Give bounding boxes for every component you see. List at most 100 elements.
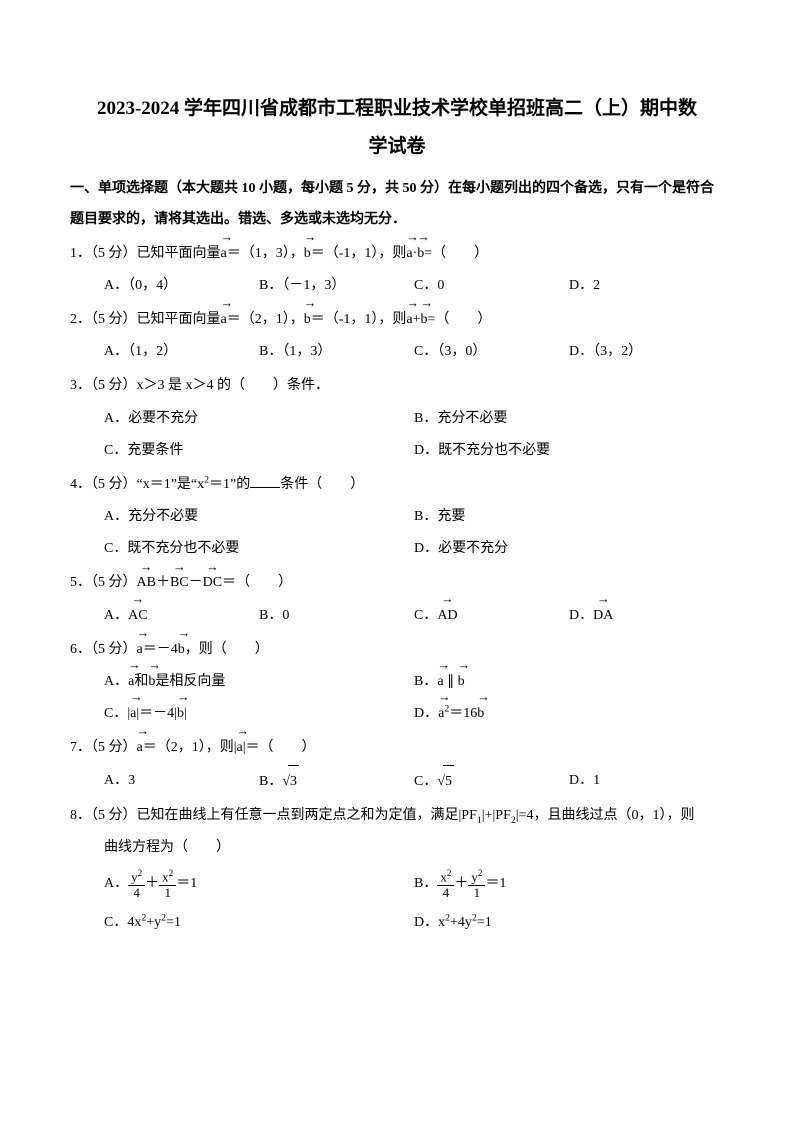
q8-cm: +y — [146, 915, 161, 930]
q8-aeq: ＝1 — [176, 876, 197, 891]
q6-aa: a — [128, 674, 134, 689]
q8-c1: C．4x — [104, 915, 141, 930]
question-3: 3．（5 分）x＞3 是 x＞4 的（ ）条件． A．必要不充分 B．充分不必要… — [70, 370, 724, 467]
q8-al: A． — [104, 876, 128, 891]
section-1-header: 一、单项选择题（本大题共 10 小题，每小题 5 分，共 50 分）在每小题列出… — [70, 174, 724, 236]
q6-da: a — [438, 706, 444, 721]
q1-bval: ＝（-1，1），则 — [311, 246, 407, 261]
vector-b2-icon: →b — [417, 238, 424, 270]
q2-stem: 2．（5 分）已知平面向量→a＝（2，1），→b＝（-1，1），则→a+→b=（… — [70, 304, 724, 336]
q4-score: （5 分） — [91, 477, 137, 492]
q3-opt-b: B．充分不必要 — [414, 403, 724, 435]
q1-opt-b: B．（－1，3） — [259, 270, 414, 302]
fraction-icon: x21 — [159, 868, 176, 900]
q8-dm: +4y — [450, 915, 472, 930]
q1-a: a — [221, 246, 227, 261]
question-4: 4．（5 分）“x＝1”是“x2＝1”的条件（ ） A．充分不必要 B．充要 C… — [70, 469, 724, 566]
question-6: 6．（5 分）→a＝－4→b，则（ ） A．→a和→b是相反向量 B．→a ∥ … — [70, 634, 724, 731]
q2-t1: 已知平面向量 — [137, 312, 221, 327]
q5-opt-d: D．→DA — [569, 600, 724, 632]
vector-b-icon: →b — [148, 666, 155, 698]
q2-opt-a: A．（1，2） — [104, 336, 259, 368]
q2-b: b — [304, 312, 311, 327]
q7-bl: B． — [259, 774, 282, 789]
q8-ae2: 2 — [169, 868, 174, 878]
q6-opt-b: B．→a ∥ →b — [414, 666, 724, 698]
q6-opt-d: D．→a2＝16→b — [414, 698, 724, 730]
q8-t1: 已知在曲线上有任意一点到两定点之和为定值，满足|PF — [137, 808, 477, 823]
q1-score: （5 分） — [91, 246, 137, 261]
vector-a-icon: →a — [137, 732, 143, 764]
vector-ad-icon: →AD — [437, 600, 457, 632]
q5-dc: DC — [203, 575, 222, 590]
q3-text: x＞3 是 x＞4 的（ ）条件． — [137, 378, 330, 393]
fraction-icon: x24 — [437, 868, 454, 900]
q8-bd1: 4 — [437, 886, 454, 900]
exam-page: 2023-2024 学年四川省成都市工程职业技术学校单招班高二（上）期中数 学试… — [0, 0, 794, 1123]
q2-num: 2． — [70, 312, 91, 327]
q8-t2: |=4，且曲线过点（0，1），则 — [516, 808, 695, 823]
q8-ceq: =1 — [166, 915, 181, 930]
q7-cv: 5 — [443, 765, 454, 798]
q6-num: 6． — [70, 642, 91, 657]
q1-eq: =（ ） — [424, 246, 488, 261]
q5-eq: ＝（ ） — [222, 575, 292, 590]
q6-opt-a: A．→a和→b是相反向量 — [104, 666, 414, 698]
q8-opt-c: C．4x2+y2=1 — [104, 903, 414, 942]
q4-b: ＝1”的 — [209, 477, 250, 492]
q2-plus: + — [413, 312, 421, 327]
q3-options: A．必要不充分 B．充分不必要 C．充要条件 D．既不充分也不必要 — [70, 403, 724, 467]
q5-stem: 5．（5 分）→AB＋→BC－→DC＝（ ） — [70, 567, 724, 599]
q8-ad1: 4 — [128, 886, 145, 900]
question-1: 1．（5 分）已知平面向量→a＝（1，3），→b＝（-1，1），则→a·→b=（… — [70, 238, 724, 302]
q4-c: 条件（ ） — [280, 477, 364, 492]
q6-cl: C．| — [104, 706, 130, 721]
q3-num: 3． — [70, 378, 91, 393]
q6-ca: a — [130, 706, 136, 721]
q1-stem: 1．（5 分）已知平面向量→a＝（1，3），→b＝（-1，1），则→a·→b=（… — [70, 238, 724, 270]
q7-stem: 7．（5 分）→a＝（2，1），则|→a|＝（ ） — [70, 732, 724, 764]
q8-score: （5 分） — [91, 808, 137, 823]
q7-a: a — [137, 740, 143, 755]
q6-cm: |＝－4| — [136, 706, 177, 721]
q5-al: A． — [104, 608, 128, 623]
q3-opt-d: D．既不充分也不必要 — [414, 435, 724, 467]
q7-opt-b: B．√3 — [259, 765, 414, 798]
q8-bp: ＋ — [454, 876, 468, 891]
question-2: 2．（5 分）已知平面向量→a＝（2，1），→b＝（-1，1），则→a+→b=（… — [70, 304, 724, 368]
blank-line-icon — [250, 474, 280, 488]
q6-eq1: ＝－4 — [143, 642, 178, 657]
q2-a: a — [221, 312, 227, 327]
vector-a-icon: →a — [130, 698, 136, 730]
question-5: 5．（5 分）→AB＋→BC－→DC＝（ ） A．→AC B．0 C．→AD D… — [70, 567, 724, 631]
vector-dc-icon: →DC — [203, 567, 222, 599]
fraction-icon: y21 — [468, 868, 485, 900]
vector-a-icon: →a — [221, 304, 227, 336]
q8-mid: |+|PF — [482, 808, 511, 823]
q6-score: （5 分） — [91, 642, 137, 657]
q7-a2: a — [237, 740, 243, 755]
vector-a-icon: →a — [237, 732, 243, 764]
q8-opt-a: A．y24＋x21＝1 — [104, 864, 414, 903]
q5-opt-c: C．→AD — [414, 600, 569, 632]
q1-num: 1． — [70, 246, 91, 261]
vector-a-icon: →a — [438, 698, 444, 730]
q6-tail: ，则（ ） — [185, 642, 269, 657]
q6-stem: 6．（5 分）→a＝－4→b，则（ ） — [70, 634, 724, 666]
q5-ab: AB — [137, 575, 156, 590]
q8-deq: =1 — [477, 915, 492, 930]
q1-opt-d: D．2 — [569, 270, 724, 302]
q1-t1: 已知平面向量 — [137, 246, 221, 261]
q1-bb: b — [417, 246, 424, 261]
q8-options: A．y24＋x21＝1 B．x24＋y21＝1 C．4x2+y2=1 D．x2+… — [70, 864, 724, 942]
q7-options: A．3 B．√3 C．√5 D．1 — [70, 765, 724, 798]
q8-stem: 8．（5 分）已知在曲线上有任意一点到两定点之和为定值，满足|PF1|+|PF2… — [70, 800, 724, 832]
page-title: 2023-2024 学年四川省成都市工程职业技术学校单招班高二（上）期中数 学试… — [70, 90, 724, 166]
q7-num: 7． — [70, 740, 91, 755]
q8-beq: ＝1 — [485, 876, 506, 891]
q4-num: 4． — [70, 477, 91, 492]
vector-b-icon: →b — [178, 634, 185, 666]
vector-da-icon: →DA — [593, 600, 613, 632]
fraction-icon: y24 — [128, 868, 145, 900]
q4-opt-a: A．充分不必要 — [104, 501, 414, 533]
